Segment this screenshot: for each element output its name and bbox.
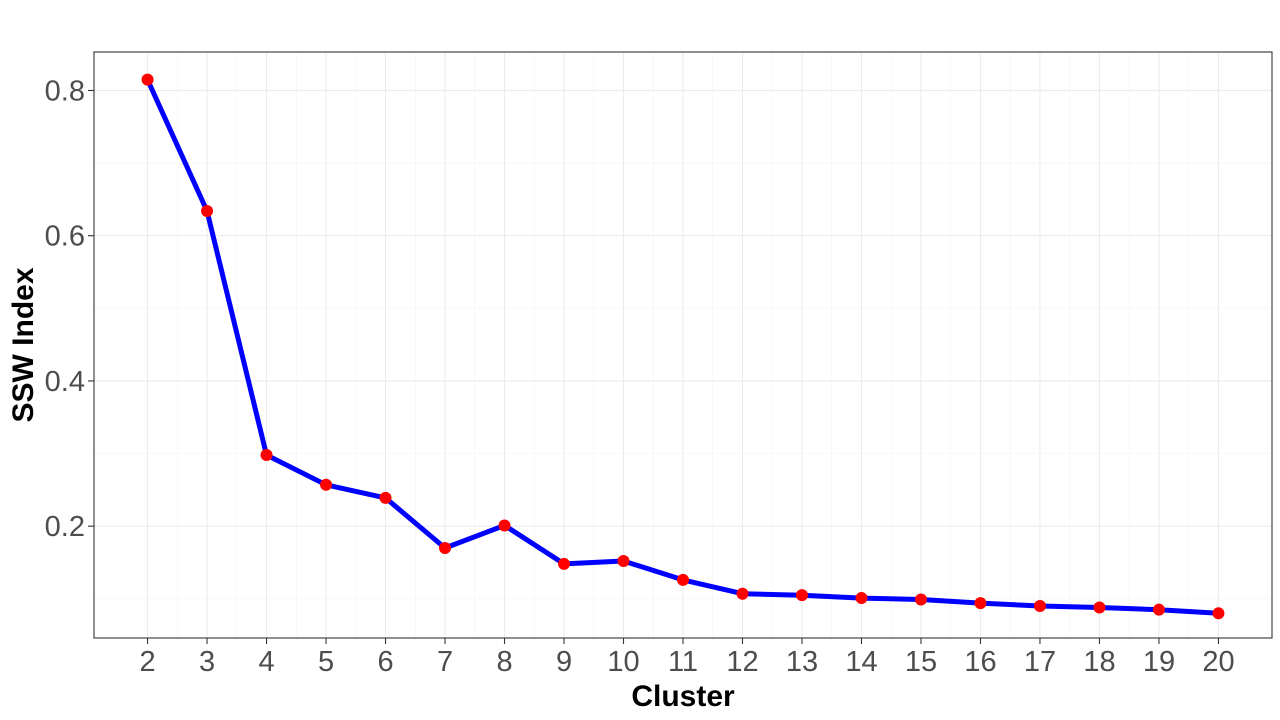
- data-point: [201, 205, 214, 218]
- data-point: [439, 541, 452, 554]
- x-tick-label: 4: [258, 646, 274, 678]
- x-tick-label: 7: [437, 646, 453, 678]
- y-axis-title: SSW Index: [7, 267, 40, 422]
- x-tick-label: 19: [1143, 646, 1175, 678]
- x-tick-label: 11: [668, 646, 698, 678]
- x-tick-label: 2: [139, 646, 155, 678]
- y-tick-label: 0.2: [45, 511, 85, 543]
- data-point: [855, 592, 868, 605]
- data-point: [379, 491, 392, 504]
- x-tick-label: 6: [377, 646, 393, 678]
- x-tick-label: 9: [556, 646, 572, 678]
- x-tick-label: 5: [318, 646, 334, 678]
- axis-ticks: 2 3 4 5 6 7 8 9 10 11 12 13 14 15 16 17 18 19 20 0.2 0.4 0.6 0…: [45, 75, 1235, 678]
- data-point: [558, 557, 571, 570]
- data-point: [498, 519, 511, 532]
- x-tick-label: 16: [964, 646, 996, 678]
- y-tick-label: 0.8: [45, 75, 85, 107]
- y-tick-label: 0.4: [45, 366, 85, 398]
- data-point: [974, 597, 987, 610]
- x-tick-label: 8: [496, 646, 512, 678]
- y-tick-label: 0.6: [45, 221, 85, 253]
- data-point: [1093, 601, 1106, 614]
- x-tick-label: 15: [905, 646, 937, 678]
- data-point: [795, 589, 808, 602]
- data-point: [914, 593, 927, 606]
- data-point: [1033, 600, 1046, 613]
- data-point: [1152, 603, 1165, 616]
- data-point: [1212, 607, 1225, 620]
- data-point: [677, 573, 689, 586]
- x-tick-label: 20: [1202, 646, 1234, 678]
- x-axis-title: Cluster: [631, 680, 735, 713]
- x-tick-label: 13: [786, 646, 818, 678]
- x-tick-label: 17: [1024, 646, 1056, 678]
- grid: [94, 52, 1272, 638]
- x-tick-label: 3: [199, 646, 215, 678]
- x-tick-label: 14: [845, 646, 877, 678]
- x-tick-label: 18: [1083, 646, 1115, 678]
- x-tick-label: 12: [726, 646, 758, 678]
- data-point: [141, 73, 154, 86]
- data-point: [736, 587, 749, 600]
- data-point: [320, 478, 333, 491]
- data-point: [260, 449, 273, 462]
- x-tick-label: 10: [607, 646, 639, 678]
- data-points: [141, 73, 1225, 620]
- data-point: [617, 555, 630, 568]
